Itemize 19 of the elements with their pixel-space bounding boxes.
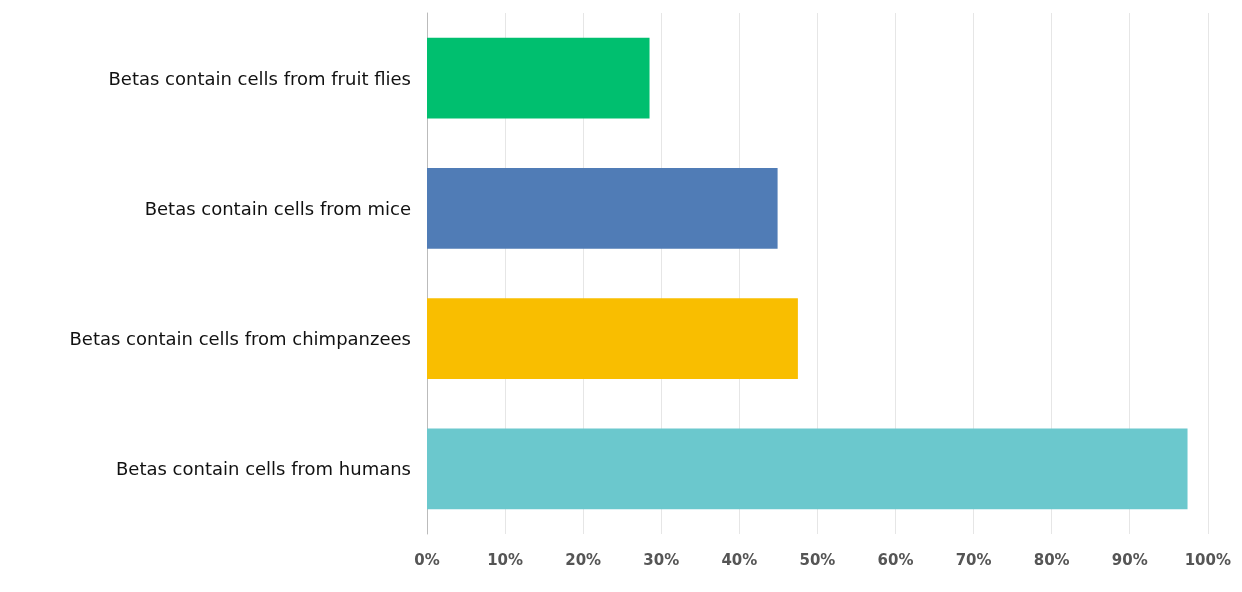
- x-tick-label: 10%: [487, 550, 524, 569]
- x-tick-label: 30%: [643, 550, 680, 569]
- x-tick-label: 50%: [799, 550, 836, 569]
- bar: [427, 168, 778, 249]
- y-tick-label: Betas contain cells from fruit flies: [108, 67, 411, 89]
- x-tick-label: 0%: [414, 550, 440, 569]
- y-tick-label: Betas contain cells from chimpanzees: [69, 328, 411, 350]
- x-tick-label: 90%: [1111, 550, 1148, 569]
- x-tick-label: 100%: [1184, 550, 1231, 569]
- x-tick-label: 20%: [565, 550, 602, 569]
- x-tick-label: 70%: [955, 550, 992, 569]
- bar: [427, 298, 798, 379]
- x-tick-label: 80%: [1033, 550, 1070, 569]
- x-tick-label: 60%: [877, 550, 914, 569]
- y-tick-label: Betas contain cells from humans: [116, 458, 411, 480]
- y-tick-label: Betas contain cells from mice: [144, 197, 411, 219]
- bar: [427, 428, 1188, 510]
- x-tick-label: 40%: [721, 550, 758, 569]
- bar: [427, 37, 650, 119]
